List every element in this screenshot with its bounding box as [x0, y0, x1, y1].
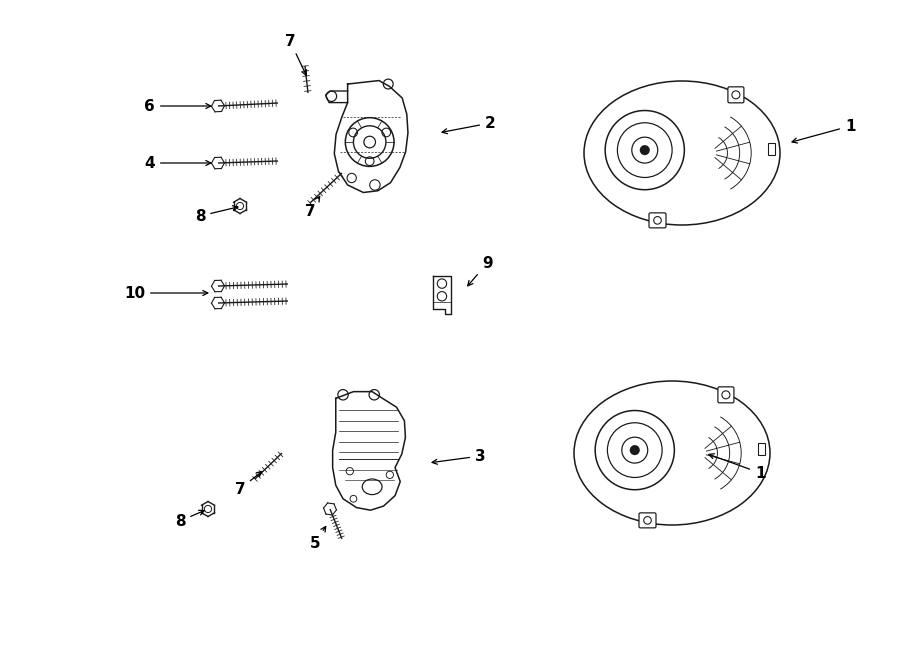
Text: 7: 7: [284, 34, 306, 75]
Bar: [769, 143, 775, 155]
FancyBboxPatch shape: [649, 213, 666, 228]
Text: 8: 8: [175, 510, 204, 529]
Text: 3: 3: [432, 449, 486, 464]
Text: 1: 1: [709, 453, 766, 481]
Text: 5: 5: [310, 527, 326, 551]
Text: 7: 7: [235, 471, 262, 496]
Text: 2: 2: [442, 116, 496, 134]
Ellipse shape: [584, 81, 780, 225]
FancyBboxPatch shape: [639, 513, 656, 528]
Ellipse shape: [574, 381, 770, 525]
Text: 6: 6: [144, 98, 211, 114]
Text: 8: 8: [194, 206, 238, 223]
FancyBboxPatch shape: [718, 387, 734, 403]
Circle shape: [640, 145, 650, 155]
Text: 1: 1: [792, 118, 856, 143]
Text: 9: 9: [468, 256, 492, 286]
Text: 4: 4: [144, 155, 211, 171]
Bar: [758, 444, 765, 455]
Text: 7: 7: [305, 196, 320, 219]
Circle shape: [630, 445, 640, 455]
FancyBboxPatch shape: [728, 87, 744, 103]
Text: 10: 10: [124, 286, 208, 301]
